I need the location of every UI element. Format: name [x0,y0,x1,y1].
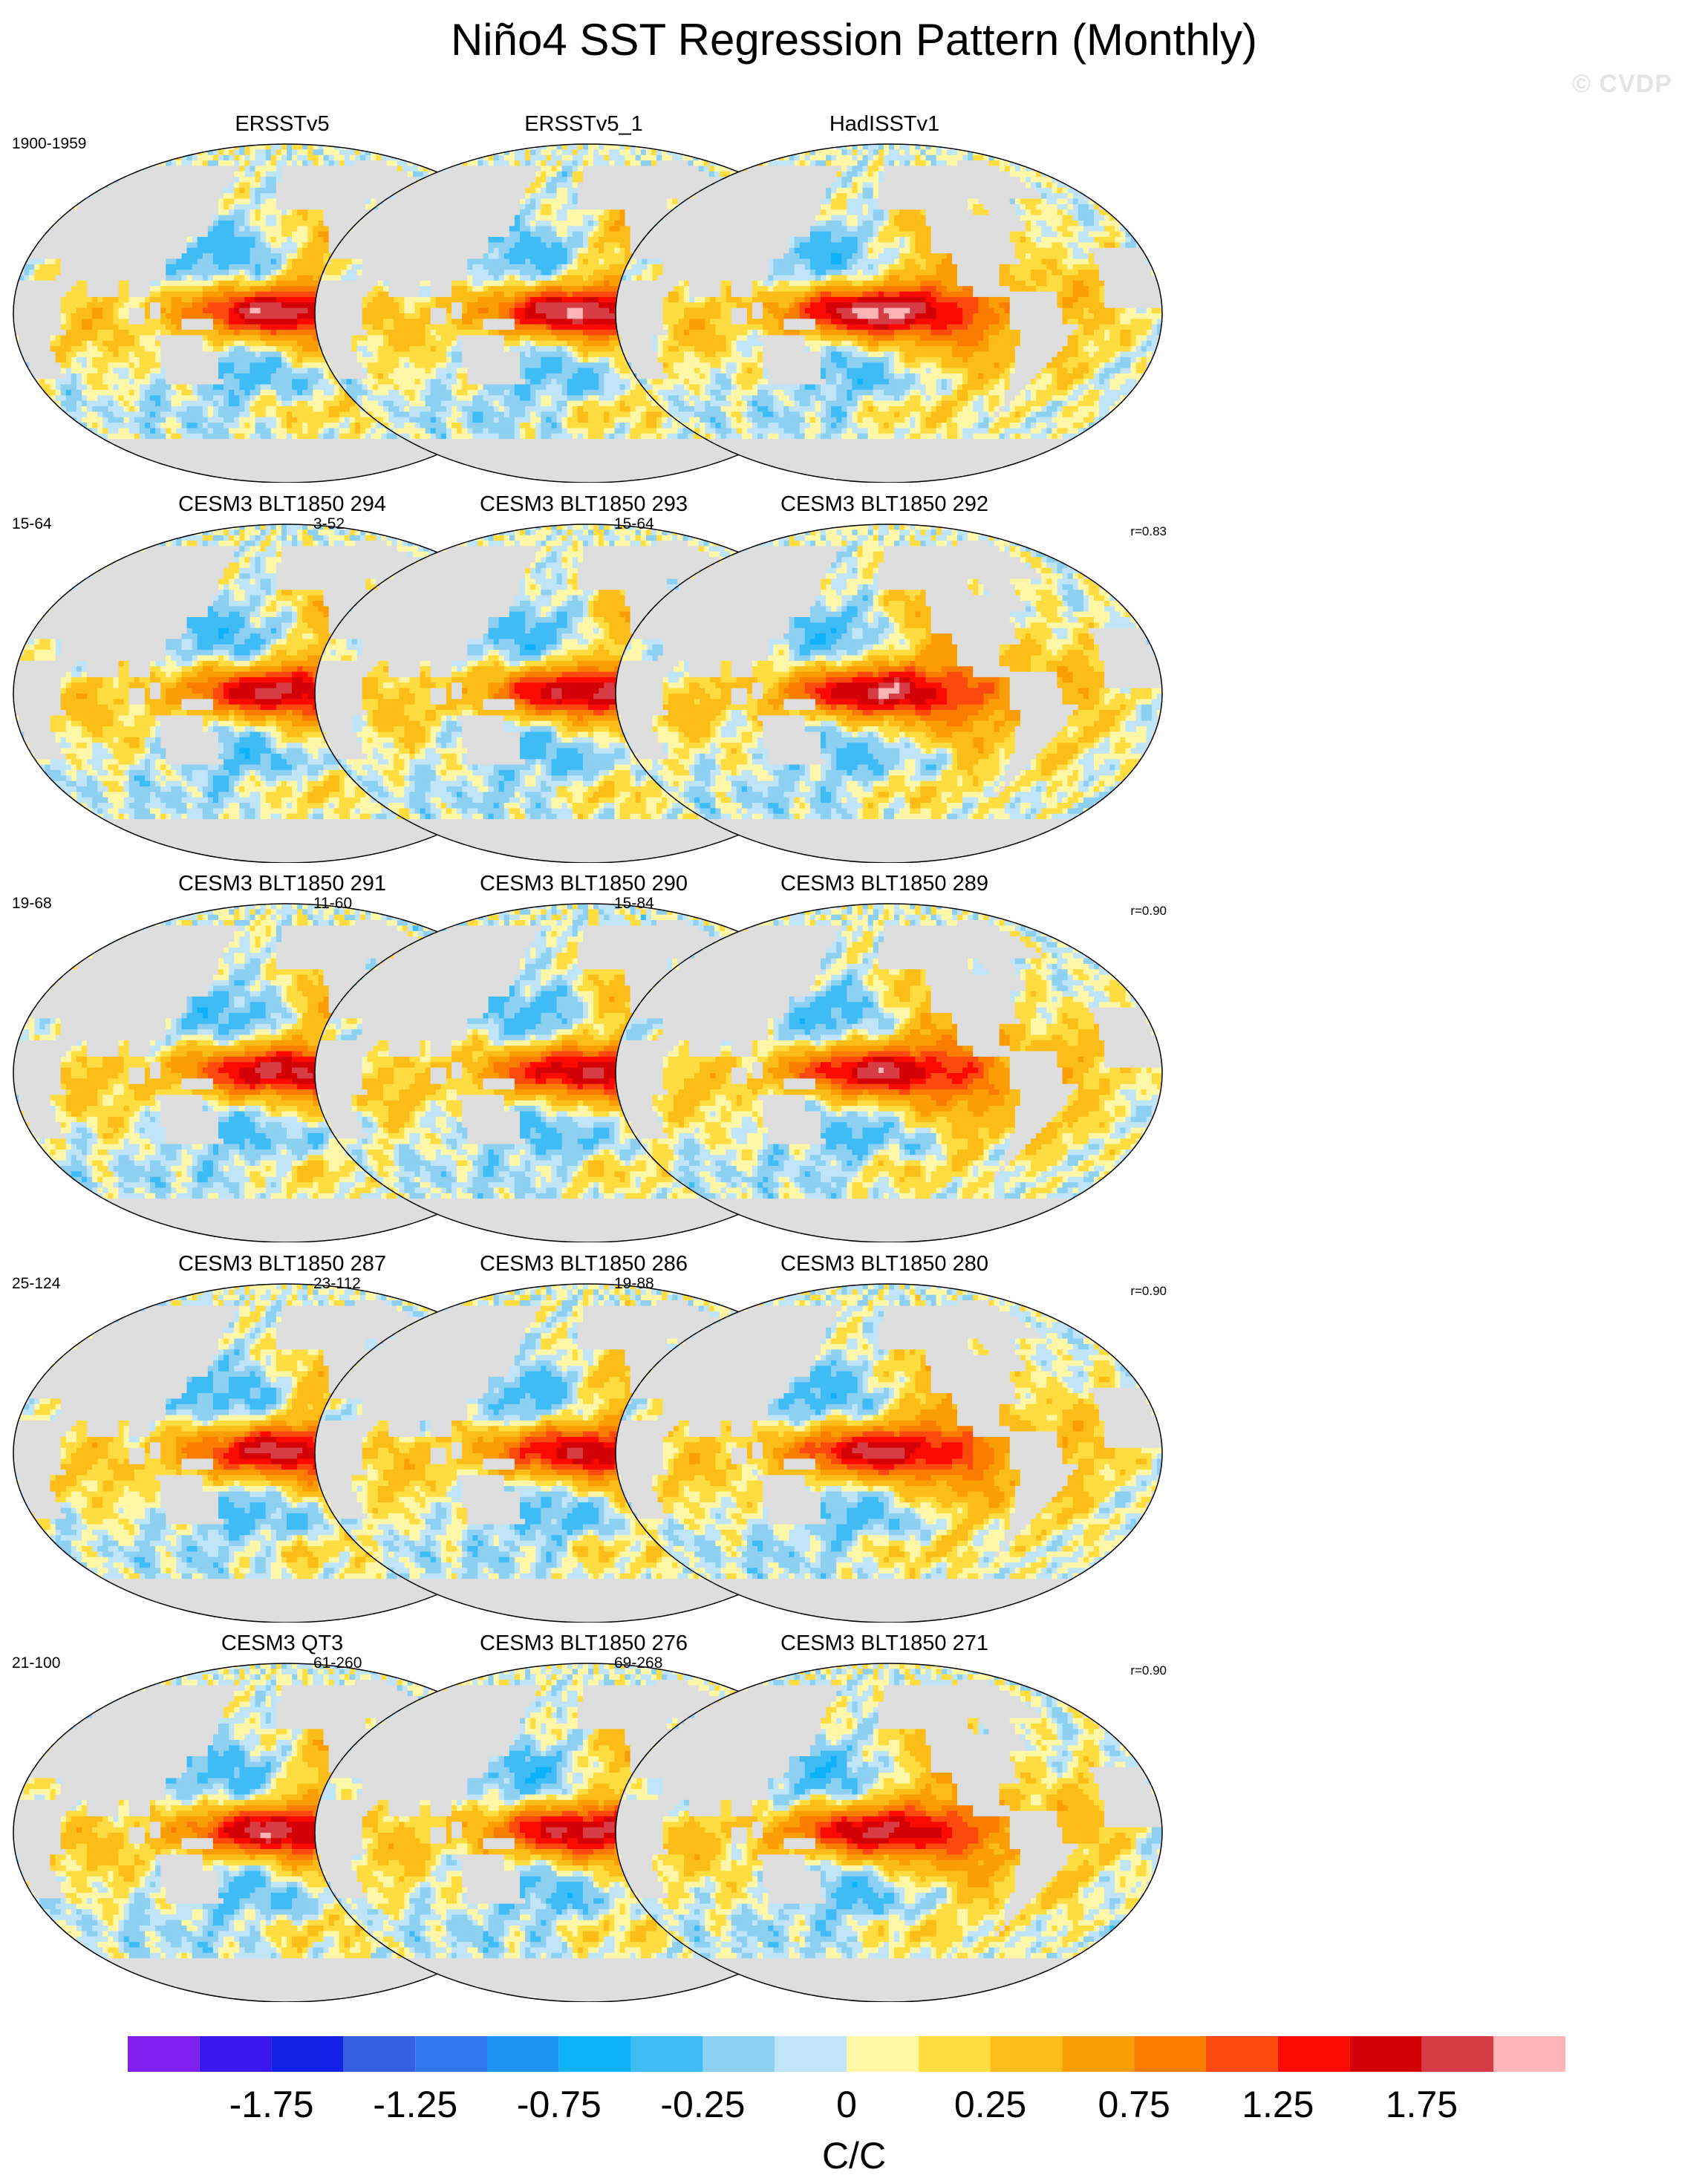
colorbar [128,2036,1565,2072]
colorbar-swatch [343,2036,415,2072]
colorbar-swatch [847,2036,919,2072]
colorbar-tick-label: 1.75 [1386,2084,1458,2125]
sst-regression-map [614,141,1164,483]
colorbar-swatch [991,2036,1063,2072]
colorbar-tick-label: 1.25 [1242,2084,1314,2125]
colorbar-tick-label: 0 [836,2084,857,2125]
panel-title: CESM3 BLT1850 292 [602,492,1167,517]
colorbar-swatch [128,2036,200,2072]
colorbar-swatch [1350,2036,1422,2072]
colorbar-tick-label: 0.25 [954,2084,1026,2125]
colorbar-units-label: C/C [0,2136,1708,2176]
regression-map-panel: CESM3 BLT1850 289 15-84 r=0.90 [602,871,1167,1251]
sst-field-cells [614,521,1164,863]
colorbar-swatch [487,2036,559,2072]
colorbar-tick-label: -0.25 [660,2084,745,2125]
colorbar-swatch [1493,2036,1565,2072]
colorbar-swatch [1421,2036,1493,2072]
regression-map-panel: CESM3 BLT1850 280 19-88 r=0.90 [602,1251,1167,1631]
colorbar-swatch [1134,2036,1206,2072]
colorbar-tick-label: -1.75 [229,2084,314,2125]
panel-title: HadISSTv1 [602,111,1167,137]
colorbar-swatch [200,2036,272,2072]
panel-title: CESM3 BLT1850 280 [602,1251,1167,1277]
colorbar-tick-label: 0.75 [1098,2084,1170,2125]
sst-field-cells [614,1660,1164,2002]
panel-title: CESM3 BLT1850 289 [602,871,1167,896]
sst-field-cells [614,901,1164,1242]
panel-title: CESM3 BLT1850 271 [602,1631,1167,1656]
colorbar-swatch [631,2036,703,2072]
regression-map-panel: CESM3 BLT1850 292 15-64 r=0.83 [602,492,1167,872]
colorbar-swatch [415,2036,487,2072]
colorbar-swatch [775,2036,847,2072]
sst-regression-map [614,521,1164,863]
colorbar-swatch [703,2036,775,2072]
colorbar-swatch [1062,2036,1134,2072]
colorbar-swatch [559,2036,631,2072]
sst-field-cells [614,1281,1164,1623]
colorbar-tick-label: -0.75 [517,2084,602,2125]
colorbar-swatch [272,2036,344,2072]
colorbar-swatch [919,2036,991,2072]
regression-map-panel: CESM3 BLT1850 271 69-268 r=0.90 [602,1631,1167,2011]
colorbar-swatch [1278,2036,1350,2072]
colorbar-tick-label: -1.25 [373,2084,457,2125]
sst-regression-map [614,1281,1164,1623]
colorbar-swatch [1206,2036,1278,2072]
regression-map-panel: HadISSTv1 [602,111,1167,492]
sst-regression-map [614,901,1164,1242]
sst-field-cells [614,141,1164,483]
sst-regression-map [614,1660,1164,2002]
